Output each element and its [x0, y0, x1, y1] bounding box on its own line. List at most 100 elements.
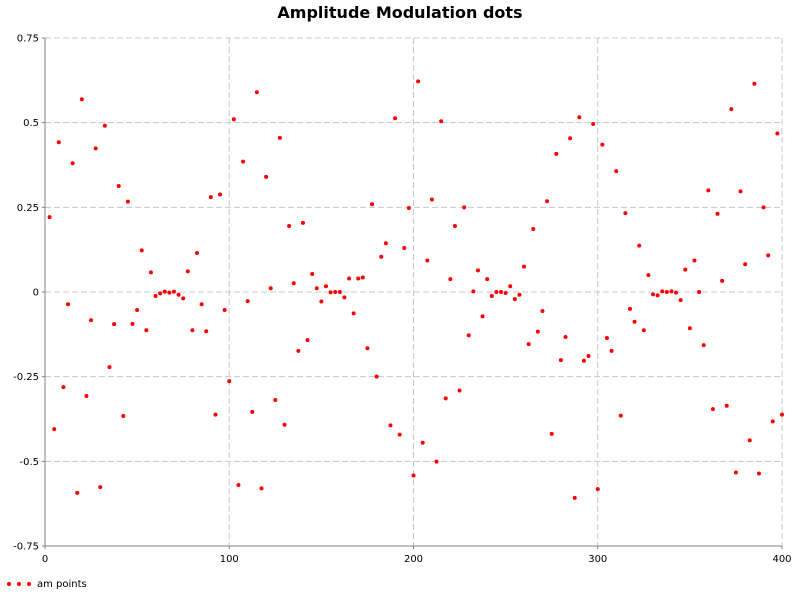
data-point: [595, 487, 600, 492]
data-point: [227, 379, 232, 384]
data-point: [337, 290, 342, 294]
data-point: [475, 268, 480, 273]
legend-label: am points: [37, 579, 87, 590]
data-point: [660, 289, 665, 294]
data-point: [581, 358, 586, 363]
data-point: [641, 328, 646, 333]
data-point: [158, 291, 163, 296]
data-point: [618, 413, 623, 418]
data-point: [264, 174, 269, 179]
data-point: [572, 495, 577, 500]
data-point: [499, 290, 504, 294]
data-point: [554, 151, 559, 156]
data-point: [333, 290, 338, 294]
data-point: [466, 333, 471, 338]
data-point: [724, 403, 729, 408]
data-point: [614, 169, 619, 174]
data-point: [627, 306, 632, 311]
data-point: [213, 412, 218, 417]
y-tick-label: 0.25: [17, 203, 39, 214]
data-point: [747, 438, 752, 443]
data-point: [646, 273, 651, 278]
data-point: [651, 292, 656, 297]
data-point: [549, 431, 554, 436]
data-point: [743, 262, 748, 267]
data-point: [508, 284, 513, 289]
data-point: [761, 205, 766, 210]
data-point: [425, 258, 430, 263]
data-point: [254, 90, 259, 95]
data-point: [365, 346, 370, 351]
x-tick-label: 200: [404, 554, 423, 565]
data-point: [655, 293, 660, 298]
data-point: [780, 412, 784, 417]
data-point: [98, 485, 103, 490]
data-point: [388, 423, 393, 428]
data-point: [775, 131, 780, 136]
data-point: [664, 290, 669, 294]
data-point: [241, 159, 246, 164]
data-point: [305, 338, 310, 343]
data-point: [370, 202, 375, 207]
data-point: [632, 319, 637, 324]
axes: [42, 37, 783, 549]
data-point: [356, 276, 361, 281]
data-point: [139, 248, 144, 253]
data-point: [130, 321, 135, 326]
data-point: [489, 294, 494, 299]
legend-marker: [7, 582, 11, 586]
data-point: [347, 276, 352, 281]
data-point: [402, 245, 407, 250]
data-point: [208, 195, 213, 200]
data-point: [457, 388, 462, 393]
data-point: [756, 471, 761, 476]
data-point: [236, 483, 241, 488]
data-point: [351, 311, 356, 316]
data-point: [443, 396, 448, 401]
data-point: [199, 302, 204, 307]
data-point: [66, 302, 71, 307]
data-point: [291, 281, 296, 286]
data-point: [121, 413, 126, 418]
data-point: [61, 385, 66, 390]
data-point: [397, 432, 402, 437]
data-point: [47, 215, 52, 220]
data-point: [171, 289, 176, 294]
data-point: [591, 122, 596, 127]
data-point: [568, 136, 573, 141]
data-point: [683, 267, 688, 272]
data-point: [310, 272, 315, 277]
data-point: [558, 358, 563, 363]
data-point: [434, 459, 439, 464]
data-point: [687, 326, 692, 331]
data-point: [282, 422, 287, 427]
data-point: [222, 307, 227, 312]
data-point: [701, 343, 706, 348]
data-point: [383, 241, 388, 246]
data-point: [738, 189, 743, 194]
data-point: [752, 81, 757, 86]
data-point: [416, 79, 421, 84]
data-point: [710, 407, 715, 412]
data-point: [462, 205, 467, 210]
data-point: [250, 409, 255, 414]
data-point: [75, 490, 80, 495]
data-point: [439, 119, 444, 124]
data-point: [144, 328, 149, 333]
data-point: [277, 135, 282, 140]
data-point: [153, 294, 158, 299]
data-point: [512, 297, 517, 302]
data-point: [729, 107, 734, 112]
data-point: [79, 97, 84, 102]
data-point: [162, 289, 167, 294]
data-point: [328, 290, 333, 295]
data-point: [319, 299, 324, 304]
data-point: [176, 292, 181, 297]
data-point: [231, 117, 236, 122]
data-point: [374, 374, 379, 379]
data-point: [420, 440, 425, 445]
data-point: [107, 365, 112, 370]
tick-labels: -0.75 -0.5 -0.25 0 0.25 0.5 0.75 0 100 200 300 400: [13, 34, 791, 566]
data-point: [517, 292, 522, 297]
data-point: [600, 142, 605, 147]
